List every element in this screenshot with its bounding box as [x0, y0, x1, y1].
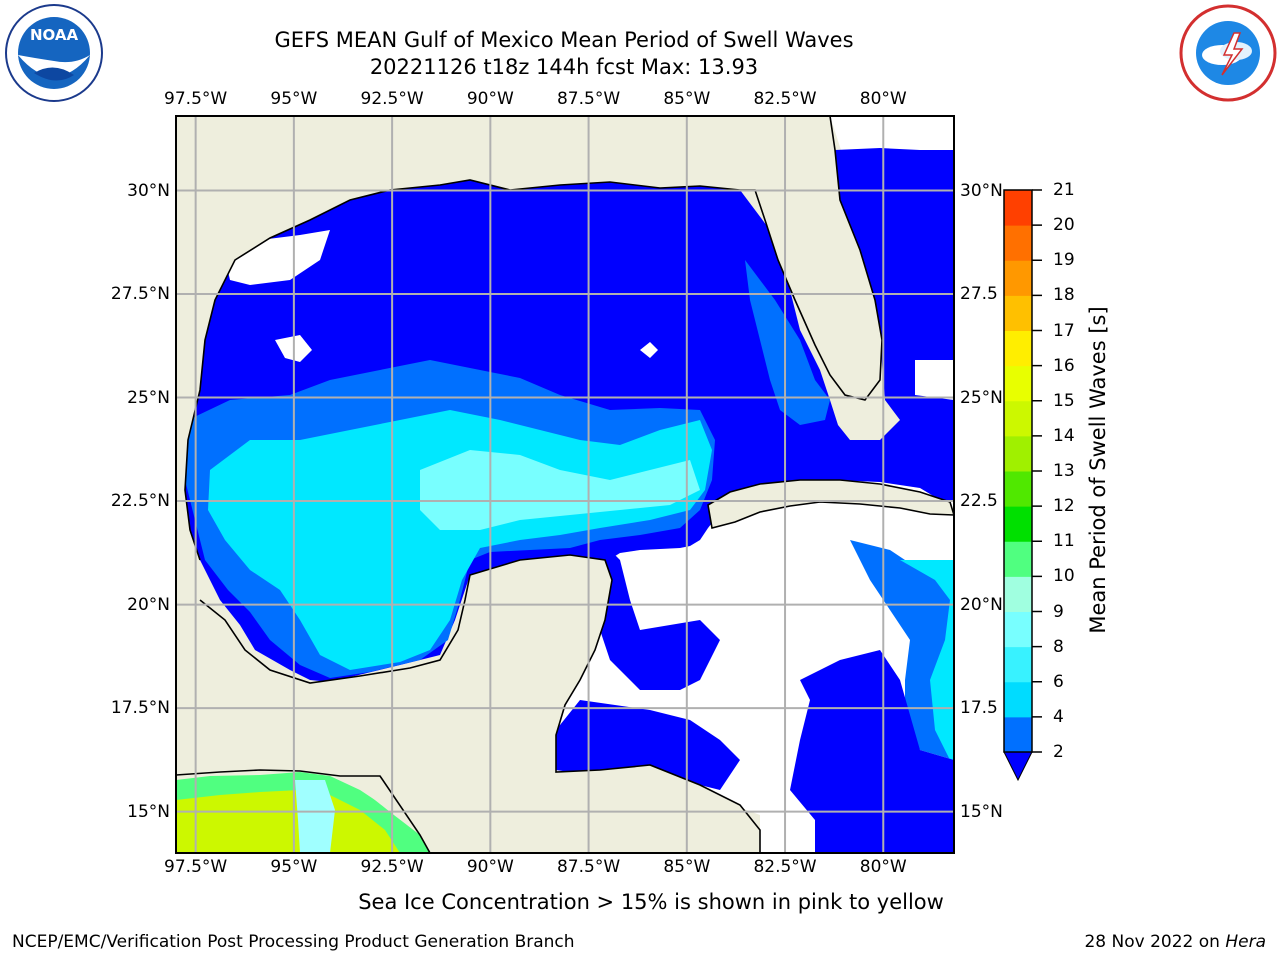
colorbar-extend-arrow	[1003, 751, 1033, 782]
lon-tick-label: 87.5°W	[556, 857, 621, 877]
swell-region-pacific-channel	[295, 780, 335, 853]
lon-tick-label: 85°W	[663, 857, 711, 877]
lon-tick-label: 82.5°W	[753, 857, 817, 877]
colorbar-tick-label: 4	[1053, 706, 1064, 727]
lon-tick-label: 80°W	[859, 857, 907, 877]
swell-region-caribbean-south	[556, 700, 740, 790]
lat-tick-label: 25°N	[960, 387, 1003, 408]
colorbar-swatch	[1004, 541, 1032, 577]
lat-tick-label: 27.5°N	[110, 284, 170, 305]
missing-data-patch	[915, 360, 954, 400]
colorbar-swatch	[1004, 646, 1032, 683]
colorbar-swatch	[1004, 295, 1032, 331]
colorbar-tick-label: 15	[1053, 390, 1075, 411]
land-central-america	[365, 765, 760, 853]
colorbar-swatch	[1004, 190, 1032, 226]
missing-data-patch	[640, 342, 658, 358]
lon-tick-label: 92.5°W	[360, 857, 424, 877]
swell-region-caribbean-mid	[850, 540, 954, 760]
lat-tick-label: 25°N	[127, 387, 170, 408]
lon-tick-label: 92.5°W	[360, 89, 424, 109]
lon-tick-label: 85°W	[663, 89, 711, 109]
footer-date-text: 28 Nov 2022 on	[1084, 932, 1226, 952]
chart-title: GEFS MEAN Gulf of Mexico Mean Period of …	[274, 28, 854, 52]
colorbar-tick-label: 6	[1053, 671, 1064, 692]
colorbar-swatch	[1004, 435, 1032, 472]
colorbar-swatch	[1004, 260, 1032, 296]
lon-tick-label: 80°W	[859, 89, 907, 109]
lat-tick-label: 15°N	[127, 801, 170, 822]
colorbar-swatch	[1004, 400, 1032, 437]
colorbar-tick-label: 2	[1053, 742, 1064, 762]
lat-tick-label: 17.5	[960, 698, 998, 719]
swell-region-atlantic	[835, 148, 954, 420]
colorbar-swatch	[1004, 330, 1032, 367]
map-frame	[175, 115, 955, 854]
colorbar-tick-label: 18	[1053, 285, 1075, 306]
lon-tick-label: 90°W	[466, 857, 514, 877]
footer-date: 28 Nov 2022 on Hera	[1084, 932, 1266, 952]
land-mexico-south	[176, 555, 612, 776]
chart-subtitle: 20221126 t18z 144h fcst Max: 13.93	[369, 55, 759, 79]
lat-tick-label: 20°N	[127, 594, 170, 615]
colorbar-swatch	[1004, 506, 1032, 542]
swell-region-pacific-core	[176, 790, 400, 853]
colorbar-tick-label: 14	[1053, 425, 1075, 446]
colorbar-swatch	[1004, 365, 1032, 402]
colorbar-tick-label: 8	[1053, 636, 1064, 657]
lon-tick-label: 82.5°W	[753, 89, 817, 109]
lon-tick-label: 90°W	[466, 89, 514, 109]
noaa-logo: NOAA	[4, 3, 104, 103]
lon-tick-label: 87.5°W	[556, 89, 621, 109]
colorbar-tick-label: 16	[1053, 355, 1075, 376]
lon-tick-label: 97.5°W	[164, 857, 228, 877]
colorbar-swatch	[1004, 576, 1032, 612]
colorbar-swatch	[1004, 471, 1032, 507]
swell-region-caribbean-east	[790, 650, 954, 853]
lat-tick-label: 17.5°N	[110, 698, 170, 719]
colorbar-swatch	[1004, 225, 1032, 261]
colorbar-tick-label: 20	[1053, 215, 1075, 236]
colorbar-tick-label: 11	[1053, 531, 1075, 552]
swell-region-caribbean-west	[598, 540, 720, 690]
coastline	[176, 116, 954, 853]
lon-tick-label: 95°W	[270, 89, 318, 109]
lat-tick-label: 30°N	[127, 180, 170, 201]
colorbar-tick-label: 12	[1053, 496, 1075, 517]
nws-logo	[1178, 3, 1278, 103]
colorbar-tick-label: 9	[1053, 601, 1064, 622]
lat-tick-label: 22.5°N	[110, 491, 170, 512]
colorbar-swatch	[1004, 716, 1032, 753]
lat-tick-label: 27.5	[960, 284, 998, 305]
lon-tick-label: 97.5°W	[164, 89, 228, 109]
colorbar-tick-label: 10	[1053, 566, 1075, 587]
lon-tick-label: 95°W	[270, 857, 318, 877]
lat-tick-label: 15°N	[960, 801, 1003, 822]
sea-ice-note: Sea Ice Concentration > 15% is shown in …	[358, 890, 944, 914]
footer-machine: Hera	[1225, 932, 1266, 952]
lat-tick-label: 22.5	[960, 491, 998, 512]
colorbar-tick-label: 19	[1053, 250, 1075, 271]
lat-tick-label: 30°N	[960, 180, 1003, 201]
swell-region-caribbean-core	[900, 560, 954, 760]
lat-tick-label: 20°N	[960, 594, 1003, 615]
colorbar-tick-label: 13	[1053, 461, 1075, 481]
colorbar-label: Mean Period of Swell Waves [s]	[1086, 306, 1110, 634]
colorbar-tick-label: 21	[1053, 180, 1075, 200]
land-florida	[755, 116, 882, 400]
colorbar-tick-label: 17	[1053, 320, 1075, 341]
colorbar-swatch	[1004, 611, 1032, 648]
land-cuba	[708, 480, 954, 528]
land-us-gulf-coast	[176, 116, 760, 560]
footer-branch: NCEP/EMC/Verification Post Processing Pr…	[12, 932, 575, 952]
noaa-logo-text: NOAA	[30, 26, 79, 44]
colorbar-swatch	[1004, 681, 1032, 718]
gridlines	[176, 116, 954, 853]
swell-region-florida-shelf	[745, 260, 830, 425]
